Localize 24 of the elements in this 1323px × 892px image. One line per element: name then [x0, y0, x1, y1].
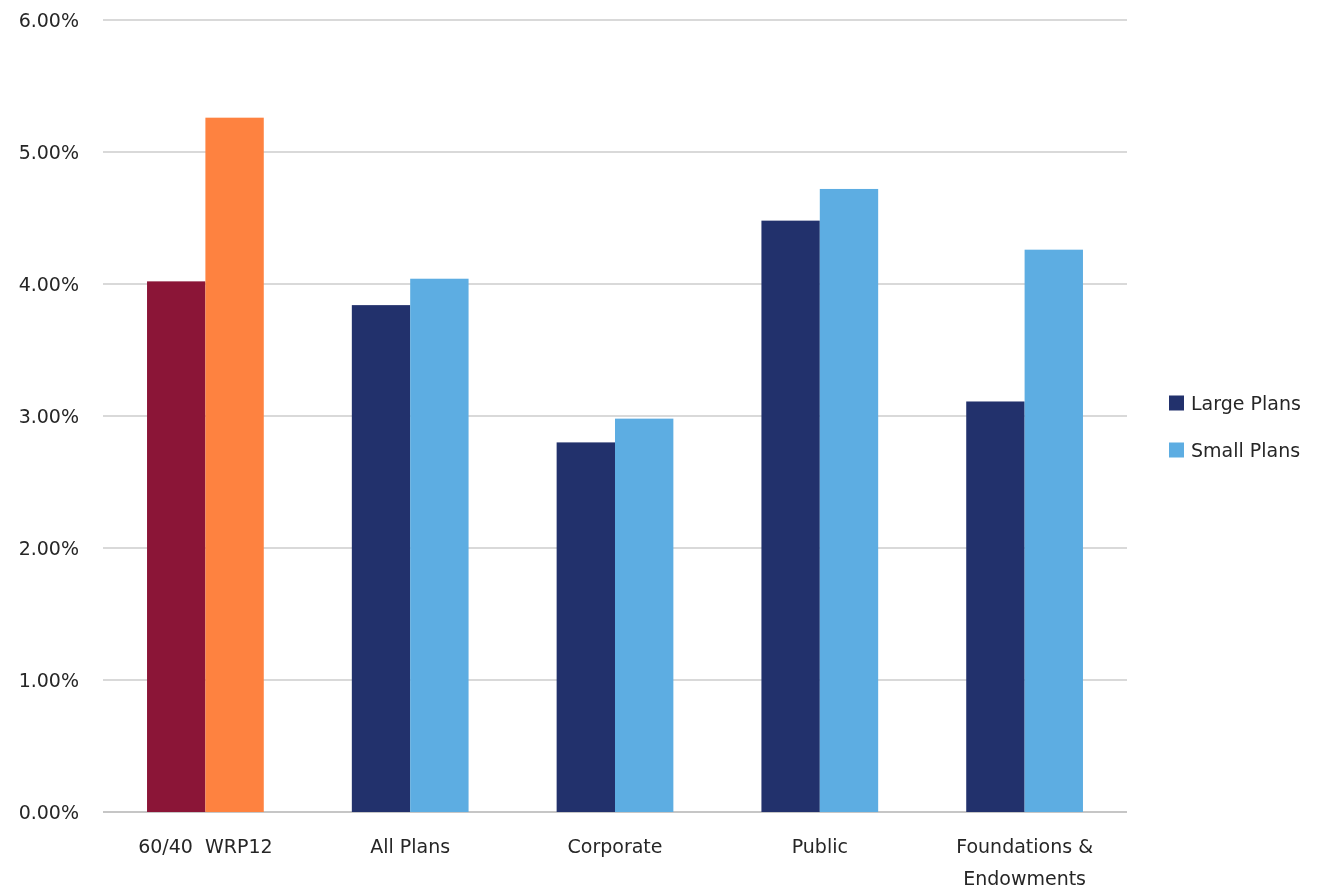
y-tick-label: 3.00% — [18, 404, 79, 427]
x-tick-label: All Plans — [370, 835, 451, 857]
legend-label: Small Plans — [1191, 439, 1301, 462]
bar — [819, 188, 879, 812]
y-tick-label: 0.00% — [18, 800, 79, 823]
bar — [147, 281, 206, 812]
y-tick-label: 4.00% — [18, 272, 79, 295]
y-tick-label: 1.00% — [18, 668, 79, 691]
bar — [966, 401, 1025, 812]
x-tick-label: Public — [791, 835, 848, 857]
x-tick-label: Corporate — [567, 835, 663, 857]
bar — [615, 418, 674, 812]
legend-label: Large Plans — [1191, 392, 1301, 415]
x-tick-label: 60/40 WRP12 — [138, 835, 273, 857]
bar — [205, 117, 264, 812]
y-tick-label: 2.00% — [18, 536, 79, 559]
bar — [761, 220, 820, 812]
y-tick-label: 5.00% — [18, 140, 79, 163]
bar — [351, 305, 411, 812]
bar — [1024, 249, 1083, 812]
y-tick-label: 6.00% — [18, 8, 79, 31]
x-tick-label: Foundations & Endowments — [956, 835, 1094, 889]
bar — [556, 442, 615, 812]
bar — [410, 278, 469, 812]
